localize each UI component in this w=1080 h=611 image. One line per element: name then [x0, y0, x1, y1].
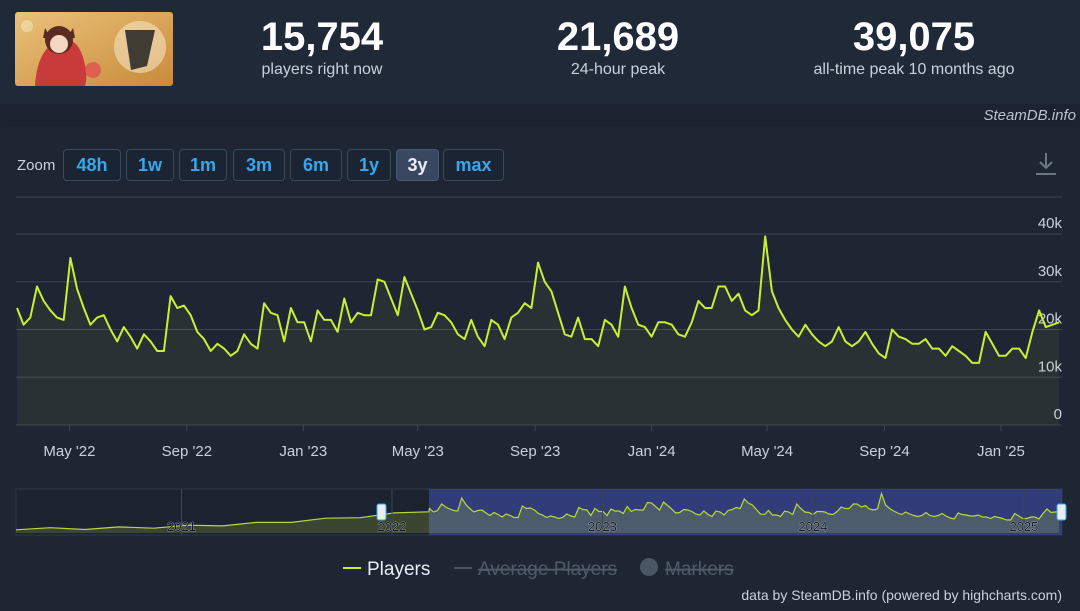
steamdb-credit-top[interactable]: SteamDB.info	[983, 107, 1076, 124]
navigator-tick-label: 2025	[1009, 519, 1038, 534]
zoom-1w-button[interactable]: 1w	[126, 149, 174, 181]
y-tick-label: 40k	[1038, 215, 1063, 232]
game-logo-art	[15, 12, 173, 86]
navigator-tick-label: 2023	[588, 519, 617, 534]
legend-average-label: Average Players	[478, 559, 617, 580]
navigator-selection[interactable]	[428, 489, 1062, 535]
navigator-series-line	[15, 491, 1060, 531]
download-icon[interactable]	[1033, 150, 1059, 178]
chart-gridlines	[16, 196, 1062, 426]
x-tick-label: Jan '23	[279, 443, 327, 460]
x-tick-label: May '24	[741, 443, 793, 460]
navigator-ticks: 2021 2022 2023 2024 2025	[167, 489, 1039, 535]
x-tick-label: May '23	[392, 443, 444, 460]
legend-item-players[interactable]: Players	[343, 559, 430, 580]
x-tick-label: Jan '25	[977, 443, 1025, 460]
peak-24h-value: 21,689	[556, 15, 680, 59]
y-tick-label: 30k	[1038, 263, 1063, 280]
x-tick-label: Sep '22	[162, 443, 212, 460]
legend-markers-swatch	[640, 558, 658, 576]
peak-24h-label: 24-hour peak	[570, 61, 666, 78]
stats-header	[0, 0, 1080, 104]
legend: Players Average Players Markers	[343, 558, 734, 580]
y-tick-label: 0	[1054, 406, 1062, 423]
players-series-area	[17, 236, 1060, 425]
navigator[interactable]: 2021 2022 2023 2024 2025	[15, 488, 1067, 536]
zoom-3m-button[interactable]: 3m	[233, 149, 285, 181]
legend-item-markers[interactable]: Markers	[640, 558, 734, 580]
x-tick-label: Jan '24	[628, 443, 676, 460]
legend-markers-label: Markers	[665, 559, 734, 580]
zoom-1y-button[interactable]: 1y	[347, 149, 391, 181]
zoom-48h-button[interactable]: 48h	[63, 149, 121, 181]
navigator-tick-label: 2022	[377, 519, 406, 534]
zoom-label: Zoom	[17, 157, 56, 174]
navigator-tick-label: 2024	[798, 519, 827, 534]
y-tick-label: 10k	[1038, 358, 1063, 375]
x-axis-ticks: May '22 Sep '22 Jan '23 May '23 Sep '23 Jan '…	[43, 425, 1025, 460]
players-now-stat: 15,754 players right now	[162, 14, 482, 80]
x-tick-label: May '22	[43, 443, 95, 460]
legend-item-average-players[interactable]: Average Players	[454, 559, 617, 580]
peak-24h-stat: 21,689 24-hour peak	[458, 14, 778, 80]
zoom-3y-button[interactable]: 3y	[396, 149, 439, 181]
all-time-peak-stat: 39,075 all-time peak 10 months ago	[754, 14, 1074, 80]
players-series-line[interactable]	[16, 235, 1060, 364]
all-time-peak-value: 39,075	[852, 15, 976, 59]
highcharts-credit[interactable]: data by SteamDB.info (powered by highcha…	[741, 587, 1062, 603]
legend-players-label: Players	[367, 559, 430, 580]
navigator-right-handle[interactable]	[1056, 503, 1067, 521]
game-logo-icon[interactable]	[15, 12, 173, 86]
zoom-1m-button[interactable]: 1m	[179, 149, 227, 181]
players-now-label: players right now	[261, 61, 383, 78]
navigator-left-handle[interactable]	[376, 503, 387, 521]
x-tick-label: Sep '24	[859, 443, 909, 460]
all-time-peak-label: all-time peak 10 months ago	[813, 61, 1015, 78]
zoom-6m-button[interactable]: 6m	[290, 149, 342, 181]
navigator-tick-label: 2021	[167, 519, 196, 534]
x-tick-label: Sep '23	[510, 443, 560, 460]
players-now-value: 15,754	[260, 15, 384, 59]
zoom-max-button[interactable]: max	[443, 149, 504, 181]
